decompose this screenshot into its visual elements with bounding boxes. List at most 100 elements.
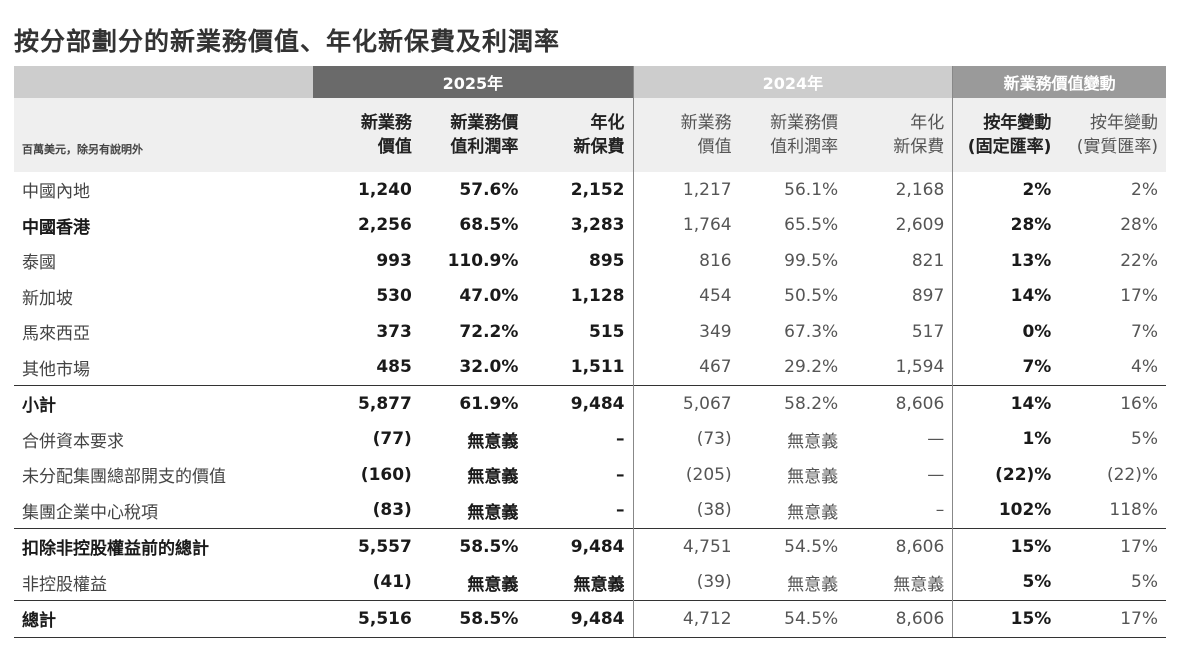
table-cell: 5%: [952, 564, 1060, 601]
table-cell: 485: [376, 357, 412, 378]
row-label: 扣除非控股權益前的總計: [14, 528, 314, 565]
table-cell: 2,168: [895, 179, 945, 200]
subheader-line: 按年變動: [1090, 113, 1158, 133]
subheader-7: 按年變動 (實質匯率): [1059, 98, 1166, 172]
subheader-line: 新保費: [573, 137, 625, 157]
subheader-line: 新業務: [360, 113, 412, 133]
table-row: 未分配集團總部開支的價值 (160) 無意義 – (205) 無意義 — (22)% (22)%: [14, 457, 1166, 493]
table-cell: 8,606: [846, 600, 953, 638]
table-cell: –: [935, 500, 945, 521]
table-cell: (22)%: [952, 457, 1060, 493]
table-cell: —: [927, 464, 945, 485]
table-cell: 無意義: [787, 467, 839, 488]
table-cell: (77): [372, 429, 412, 450]
table-cell: 373: [376, 321, 412, 342]
row-label: 集團企業中心稅項: [22, 502, 158, 523]
table-cell: 17%: [1059, 600, 1166, 638]
table-cell: 無意義: [467, 502, 519, 523]
table-cell: 9,484: [526, 385, 634, 422]
row-label: 泰國: [22, 253, 56, 274]
table-cell: 2%: [952, 172, 1060, 208]
table-row: 其他市場 485 32.0% 1,511 467 29.2% 1,594 7% 4%: [14, 349, 1166, 386]
table-cell: 28%: [1120, 215, 1158, 236]
table-cell: 7%: [1131, 321, 1158, 342]
table-row: 馬來西亞 373 72.2% 515 349 67.3% 517 0% 7%: [14, 314, 1166, 350]
table-cell: (22)%: [1106, 464, 1158, 485]
subheader-line: 年化: [910, 113, 945, 133]
subheader-0: 新業務 價值: [313, 98, 420, 172]
table-cell: 1,594: [895, 357, 945, 378]
table-cell: 無意義: [787, 574, 839, 595]
header-blank: [14, 66, 314, 98]
table-cell: (205): [632, 457, 740, 493]
table-cell: 56.1%: [784, 179, 839, 200]
table-cell: 28%: [952, 207, 1060, 243]
table-cell: 99.5%: [784, 250, 839, 271]
table-cell: 29.2%: [784, 357, 839, 378]
table-cell: 821: [911, 250, 945, 271]
table-cell: 61.9%: [419, 385, 527, 422]
table-cell: 1,764: [632, 207, 740, 243]
table-cell: 54.5%: [739, 528, 847, 565]
row-label: 其他市場: [22, 359, 90, 380]
table-cell: 50.5%: [784, 286, 839, 307]
table-cell: 4,751: [632, 528, 740, 565]
table-row: 扣除非控股權益前的總計 5,557 58.5% 9,484 4,751 54.5% 8,60…: [14, 528, 1166, 565]
table-cell: 7%: [952, 349, 1060, 386]
table-cell: 無意義: [573, 574, 625, 595]
subheader-line: (固定匯率): [967, 137, 1052, 157]
table-row: 中國內地 1,240 57.6% 2,152 1,217 56.1% 2,168 2% 2%: [14, 172, 1166, 208]
subheader-5: 年化 新保費: [846, 98, 953, 172]
subheader-line: 值利潤率: [450, 137, 519, 157]
unit-note: 百萬美元，除另有說明外: [14, 98, 314, 172]
table-row: 泰國 993 110.9% 895 816 99.5% 821 13% 22%: [14, 243, 1166, 279]
table-cell: 無意義: [787, 502, 839, 523]
new-business-table: 2025年 2024年 新業務價值變動 百萬美元，除另有說明外 新業務 價值 新業務…: [14, 66, 1166, 638]
table-cell: 17%: [1059, 528, 1166, 565]
subheader-line: 新業務: [680, 113, 732, 133]
table-cell: 72.2%: [459, 321, 519, 342]
table-cell: 5,067: [632, 385, 740, 422]
table-cell: 無意義: [467, 574, 519, 595]
table-cell: 15%: [952, 600, 1060, 638]
table-cell: 54.5%: [739, 600, 847, 638]
row-label: 未分配集團總部開支的價值: [22, 467, 226, 488]
header-2025: 2025年: [313, 66, 634, 98]
table-cell: 1,128: [570, 286, 625, 307]
header-2024: 2024年: [632, 66, 953, 98]
table-cell: 454: [632, 278, 740, 314]
table-cell: 530: [376, 286, 412, 307]
table-cell: 無意義: [893, 574, 945, 595]
row-label: 總計: [14, 600, 314, 638]
table-cell: 58.2%: [739, 385, 847, 422]
table-cell: 4,712: [632, 600, 740, 638]
subheader-line: 值利潤率: [770, 137, 839, 157]
table-cell: 67.3%: [784, 321, 839, 342]
subheader-2: 年化 新保費: [526, 98, 634, 172]
table-cell: 5%: [1131, 429, 1158, 450]
table-cell: 65.5%: [784, 215, 839, 236]
subheader-line: 價值: [697, 137, 732, 157]
table-cell: (83): [372, 500, 412, 521]
table-row: 非控股權益 (41) 無意義 無意義 (39) 無意義 無意義 5% 5%: [14, 564, 1166, 601]
table-cell: (41): [372, 572, 412, 593]
table-cell: 5,516: [313, 600, 420, 638]
table-row: 新加坡 530 47.0% 1,128 454 50.5% 897 14% 17%: [14, 278, 1166, 314]
table-cell: 無意義: [787, 431, 839, 452]
table-cell: (38): [632, 492, 740, 529]
table-cell: 無意義: [467, 467, 519, 488]
table-cell: 57.6%: [459, 179, 519, 200]
table-cell: 2,152: [570, 179, 625, 200]
table-cell: 897: [911, 286, 945, 307]
table-cell: 32.0%: [459, 357, 519, 378]
subheader-3: 新業務價值: [632, 98, 740, 172]
table-cell: 517: [911, 321, 945, 342]
table-row: 集團企業中心稅項 (83) 無意義 – (38) 無意義 –102% 118%: [14, 492, 1166, 529]
table-cell: (160): [360, 464, 412, 485]
table-cell: 349: [632, 314, 740, 350]
table-row: 中國香港 2,256 68.5% 3,283 1,764 65.5% 2,609 28% 28%: [14, 207, 1166, 243]
table-cell: 4%: [1131, 357, 1158, 378]
table-cell: 14%: [952, 385, 1060, 422]
table-cell: 9,484: [526, 600, 634, 638]
row-label: 新加坡: [22, 288, 73, 309]
